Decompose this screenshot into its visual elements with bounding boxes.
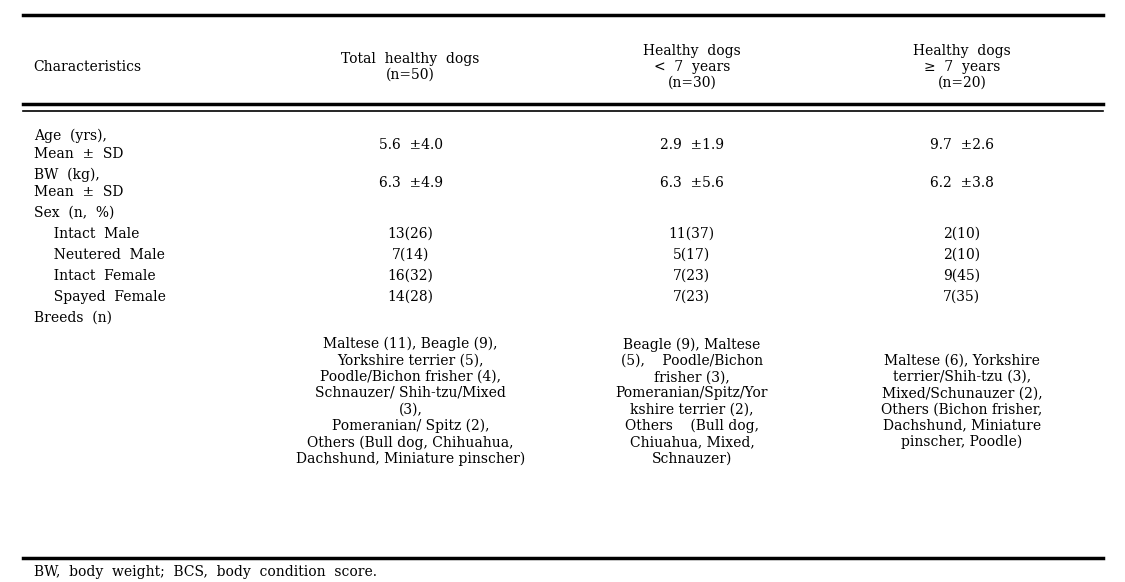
Text: Sex  (n,  %): Sex (n, %) [34, 206, 114, 220]
Text: 6.2  ±3.8: 6.2 ±3.8 [930, 176, 993, 190]
Text: Total  healthy  dogs
(n=50): Total healthy dogs (n=50) [342, 52, 480, 82]
Text: Intact  Female: Intact Female [45, 269, 155, 283]
Text: 6.3  ±4.9: 6.3 ±4.9 [379, 176, 442, 190]
Text: 7(35): 7(35) [943, 290, 981, 304]
Text: 7(14): 7(14) [392, 248, 430, 262]
Text: Mean  ±  SD: Mean ± SD [34, 147, 123, 161]
Text: Neutered  Male: Neutered Male [45, 248, 165, 262]
Text: 2.9  ±1.9: 2.9 ±1.9 [660, 138, 723, 152]
Text: 7(23): 7(23) [673, 290, 711, 304]
Text: Spayed  Female: Spayed Female [45, 290, 165, 304]
Text: Intact  Male: Intact Male [45, 227, 140, 241]
Text: BW  (kg),: BW (kg), [34, 168, 99, 182]
Text: 2(10): 2(10) [943, 248, 981, 262]
Text: 9.7  ±2.6: 9.7 ±2.6 [930, 138, 993, 152]
Text: BW,  body  weight;  BCS,  body  condition  score.: BW, body weight; BCS, body condition sco… [34, 565, 377, 579]
Text: 16(32): 16(32) [388, 269, 433, 283]
Text: 6.3  ±5.6: 6.3 ±5.6 [660, 176, 723, 190]
Text: Maltese (6), Yorkshire
terrier/Shih-tzu (3),
Mixed/Schunauzer (2),
Others (Bicho: Maltese (6), Yorkshire terrier/Shih-tzu … [881, 354, 1043, 449]
Text: Healthy  dogs
≥  7  years
(n=20): Healthy dogs ≥ 7 years (n=20) [914, 44, 1010, 90]
Text: 9(45): 9(45) [943, 269, 981, 283]
Text: Characteristics: Characteristics [34, 60, 142, 74]
Text: 5.6  ±4.0: 5.6 ±4.0 [379, 138, 442, 152]
Text: 2(10): 2(10) [943, 227, 981, 241]
Text: 11(37): 11(37) [668, 227, 716, 241]
Text: Beagle (9), Maltese
(5),    Poodle/Bichon
frisher (3),
Pomeranian/Spitz/Yor
kshi: Beagle (9), Maltese (5), Poodle/Bichon f… [615, 338, 768, 466]
Text: 5(17): 5(17) [673, 248, 711, 262]
Text: Breeds  (n): Breeds (n) [34, 311, 111, 325]
Text: Age  (yrs),: Age (yrs), [34, 129, 107, 143]
Text: Healthy  dogs
<  7  years
(n=30): Healthy dogs < 7 years (n=30) [644, 44, 740, 90]
Text: 13(26): 13(26) [388, 227, 433, 241]
Text: 7(23): 7(23) [673, 269, 711, 283]
Text: 14(28): 14(28) [388, 290, 433, 304]
Text: Mean  ±  SD: Mean ± SD [34, 185, 123, 199]
Text: Maltese (11), Beagle (9),
Yorkshire terrier (5),
Poodle/Bichon frisher (4),
Schn: Maltese (11), Beagle (9), Yorkshire terr… [296, 337, 525, 466]
